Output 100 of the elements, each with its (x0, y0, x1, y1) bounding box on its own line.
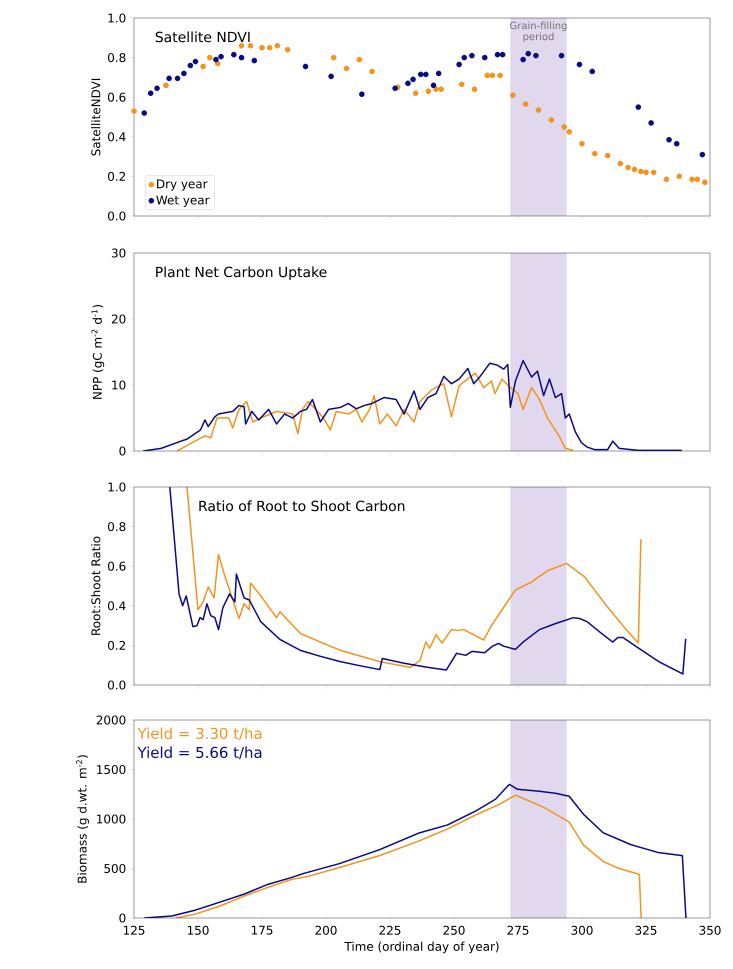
y-tick-label: 0.0 (108, 211, 126, 221)
point (458, 82, 464, 88)
y-tick-label: 20 (112, 314, 126, 324)
point (238, 42, 244, 49)
point (700, 152, 706, 158)
point (148, 90, 154, 96)
line-series (176, 372, 574, 452)
point (192, 58, 198, 64)
point (274, 42, 280, 49)
point (456, 62, 462, 68)
line-series (143, 784, 687, 918)
point (166, 76, 172, 82)
point (163, 82, 169, 88)
y-axis-title: Biomass (g d.wt. m$^{-2}$) (76, 755, 89, 883)
band-label: Grain-filling period (510, 22, 567, 42)
point (206, 54, 213, 60)
y-tick-label: 500 (104, 864, 126, 874)
point (405, 80, 411, 86)
point (259, 44, 265, 50)
point (461, 54, 468, 60)
point (392, 85, 398, 92)
point (525, 50, 532, 56)
y-tick-label: 0 (119, 913, 126, 923)
text: Ratio of Root to Shoot Carbon (199, 500, 404, 512)
y-tick-label: 0.2 (108, 640, 126, 650)
point (618, 160, 624, 166)
point (648, 120, 654, 126)
x-tick-label: 250 (443, 926, 465, 935)
annotation: Yield = 3.30 t/ha (137, 728, 262, 740)
point (625, 164, 631, 170)
point (252, 58, 258, 64)
point (664, 176, 670, 182)
y-tick-label: 0.8 (108, 53, 126, 62)
point (131, 108, 137, 114)
y-tick-label: 2000 (96, 715, 126, 725)
point (423, 72, 429, 78)
y-tick-label: 0.8 (108, 522, 126, 532)
point (650, 170, 656, 176)
y-tick-label: 1.0 (108, 13, 126, 23)
point (632, 166, 638, 172)
y-tick-label: 1000 (97, 814, 126, 824)
text: Plant Net Carbon Uptake (156, 266, 326, 280)
point (522, 101, 528, 107)
point (213, 56, 219, 62)
point (200, 64, 206, 70)
point (356, 56, 362, 62)
point (592, 150, 598, 156)
point (359, 91, 365, 98)
y-axis-title: Root:Shoot Ratio (91, 536, 100, 635)
point (302, 64, 308, 70)
point (412, 90, 418, 96)
point (548, 117, 554, 123)
text: Satellite NDVI (156, 31, 250, 42)
point (410, 76, 416, 82)
point (344, 66, 350, 72)
point (494, 52, 500, 58)
point (430, 82, 436, 88)
point (566, 129, 572, 135)
point (369, 68, 375, 74)
y-tick-label: 30 (112, 248, 126, 258)
y-tick-label: 0.2 (108, 172, 126, 181)
point (533, 52, 539, 58)
y-tick-label: 10 (112, 380, 126, 390)
y-axis-title: SatelliteNDVI (91, 78, 100, 156)
point (214, 60, 221, 66)
point (643, 170, 649, 176)
x-tick-label: 275 (507, 926, 528, 935)
point (558, 52, 564, 58)
point (484, 72, 490, 78)
point (238, 54, 244, 60)
point (638, 168, 644, 174)
x-tick-label: 200 (315, 926, 337, 935)
point (418, 72, 424, 78)
annotation: Yield = 5.66 t/ha (137, 746, 262, 760)
y-tick-label: 0.4 (108, 601, 126, 610)
point (433, 86, 439, 92)
x-tick-label: 175 (252, 926, 272, 935)
point (536, 107, 542, 113)
legend-label: Wet year (156, 196, 210, 207)
point (674, 140, 680, 147)
x-axis-title: Time (ordinal day of year) (344, 942, 499, 954)
y-tick-label: 1.0 (108, 482, 126, 492)
y-tick-label: 0.4 (108, 132, 126, 142)
point (666, 136, 672, 143)
y-tick-label: 0.6 (108, 92, 126, 102)
point (141, 110, 148, 116)
point (604, 152, 610, 158)
point (694, 176, 700, 182)
point (154, 85, 160, 92)
point (500, 52, 506, 58)
point (676, 174, 682, 180)
point (576, 62, 582, 68)
point (438, 86, 444, 92)
point (689, 176, 695, 182)
point (284, 46, 290, 52)
x-tick-label: 300 (572, 926, 593, 935)
point (472, 86, 478, 92)
line-series (142, 360, 683, 452)
point (426, 88, 432, 94)
x-tick-label: 150 (188, 926, 209, 935)
